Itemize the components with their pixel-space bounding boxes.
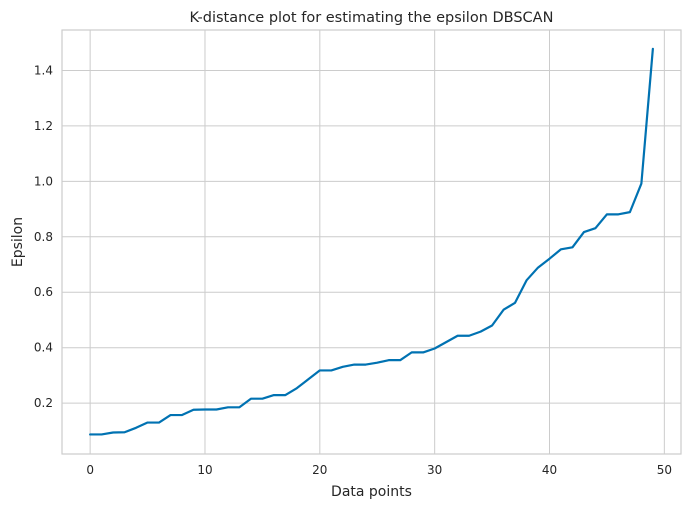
y-tick-label: 1.4	[34, 63, 53, 77]
y-tick-labels: 0.2 0.4 0.6 0.8 1.0 1.2 1.4	[34, 63, 53, 410]
chart-title: K-distance plot for estimating the epsil…	[190, 10, 554, 26]
y-gridlines	[62, 69, 681, 404]
plot-frame	[61, 29, 682, 455]
y-axis-label: Epsilon	[10, 217, 26, 267]
y-tick-label: 0.4	[34, 341, 53, 355]
y-tick-label: 0.2	[34, 396, 53, 410]
x-axis-label: Data points	[331, 484, 412, 500]
x-tick-labels: 0 10 20 30 40 50	[86, 463, 672, 477]
x-gridlines	[89, 30, 665, 454]
y-tick-label: 1.0	[34, 174, 53, 188]
y-tick-label: 0.8	[34, 230, 53, 244]
x-tick-label: 10	[197, 463, 212, 477]
x-tick-label: 50	[657, 463, 672, 477]
k-distance-line	[89, 47, 654, 436]
y-tick-label: 1.2	[34, 119, 53, 133]
y-tick-label: 0.6	[34, 285, 53, 299]
x-tick-label: 0	[86, 463, 94, 477]
x-tick-label: 20	[312, 463, 327, 477]
x-tick-label: 40	[542, 463, 557, 477]
x-tick-label: 30	[427, 463, 442, 477]
plot-background	[62, 30, 681, 454]
